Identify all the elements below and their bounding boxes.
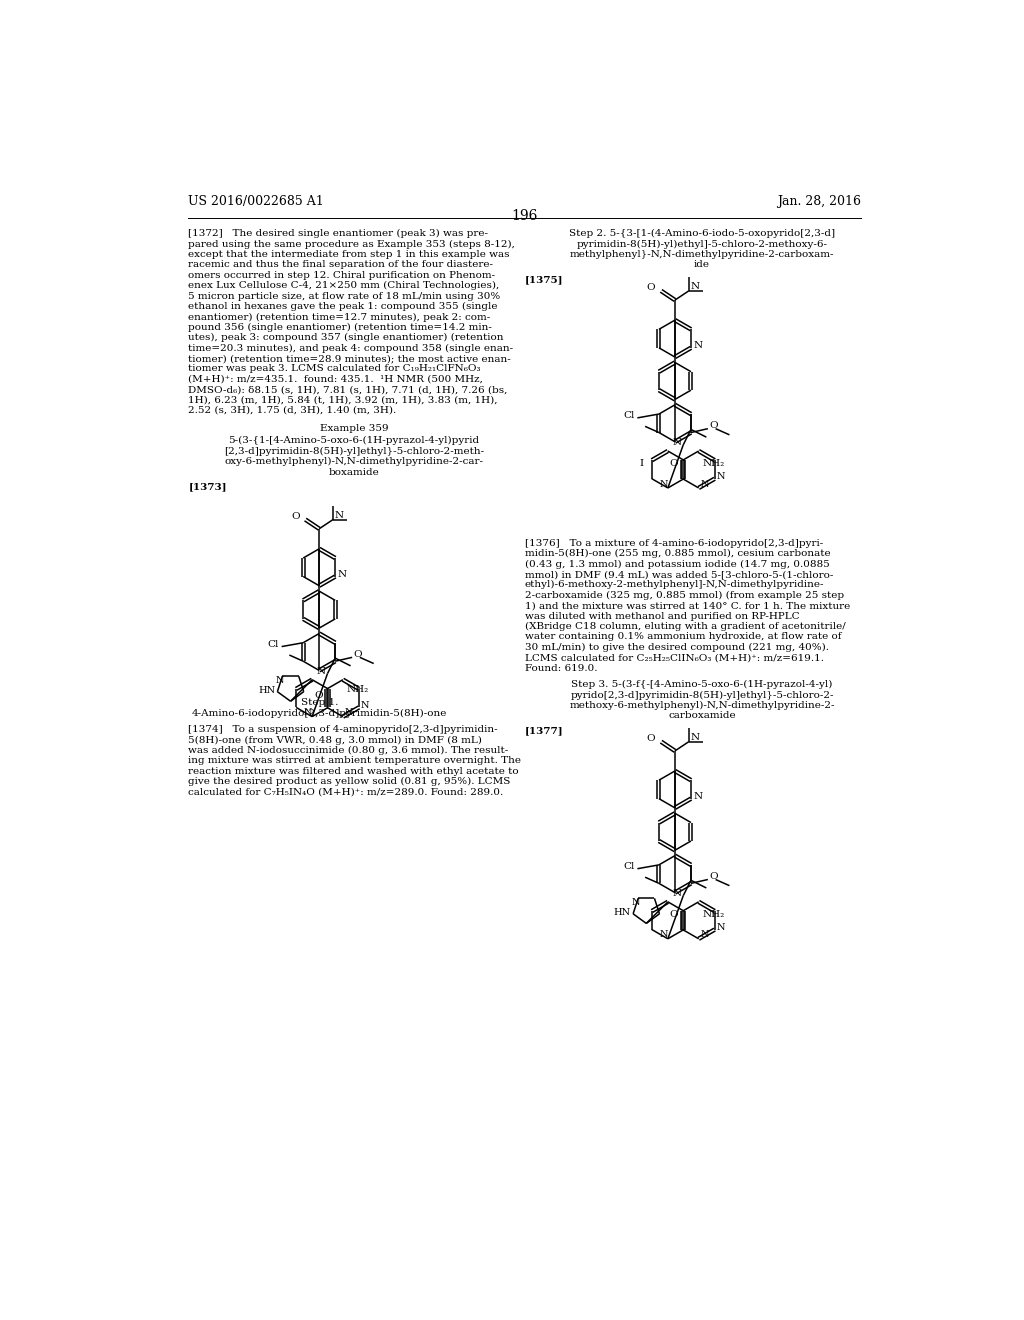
Text: O: O	[710, 421, 718, 430]
Text: Cl: Cl	[268, 640, 280, 648]
Text: carboxamide: carboxamide	[668, 711, 735, 721]
Text: racemic and thus the final separation of the four diastere-: racemic and thus the final separation of…	[188, 260, 494, 269]
Text: 5-(3-{1-[4-Amino-5-oxo-6-(1H-pyrazol-4-yl)pyrid: 5-(3-{1-[4-Amino-5-oxo-6-(1H-pyrazol-4-y…	[228, 437, 479, 445]
Text: [1372]   The desired single enantiomer (peak 3) was pre-: [1372] The desired single enantiomer (pe…	[188, 230, 488, 239]
Text: N: N	[673, 888, 682, 898]
Text: Step 2. 5-{3-[1-(4-Amino-6-iodo-5-oxopyrido[2,3-d]: Step 2. 5-{3-[1-(4-Amino-6-iodo-5-oxopyr…	[569, 230, 835, 239]
Text: 196: 196	[512, 209, 538, 223]
Text: give the desired product as yellow solid (0.81 g, 95%). LCMS: give the desired product as yellow solid…	[188, 777, 511, 787]
Text: O: O	[647, 734, 655, 743]
Text: methylphenyl}-N,N-dimethylpyridine-2-carboxam-: methylphenyl}-N,N-dimethylpyridine-2-car…	[569, 249, 835, 259]
Text: 30 mL/min) to give the desired compound (221 mg, 40%).: 30 mL/min) to give the desired compound …	[524, 643, 828, 652]
Text: 1) and the mixture was stirred at 140° C. for 1 h. The mixture: 1) and the mixture was stirred at 140° C…	[524, 601, 850, 610]
Text: HN: HN	[258, 685, 275, 694]
Text: 5(8H)-one (from VWR, 0.48 g, 3.0 mmol) in DMF (8 mL): 5(8H)-one (from VWR, 0.48 g, 3.0 mmol) i…	[188, 735, 482, 744]
Text: calculated for C₇H₅IN₄O (M+H)⁺: m/z=289.0. Found: 289.0.: calculated for C₇H₅IN₄O (M+H)⁺: m/z=289.…	[188, 788, 504, 796]
Text: (0.43 g, 1.3 mmol) and potassium iodide (14.7 mg, 0.0885: (0.43 g, 1.3 mmol) and potassium iodide …	[524, 560, 829, 569]
Text: N: N	[673, 438, 682, 447]
Text: [1375]: [1375]	[524, 276, 563, 284]
Text: Step 3. 5-(3-f{-[4-Amino-5-oxo-6-(1H-pyrazol-4-yl): Step 3. 5-(3-f{-[4-Amino-5-oxo-6-(1H-pyr…	[571, 680, 833, 689]
Text: utes), peak 3: compound 357 (single enantiomer) (retention: utes), peak 3: compound 357 (single enan…	[188, 333, 504, 342]
Text: oxy-6-methylphenyl)-N,N-dimethylpyridine-2-car-: oxy-6-methylphenyl)-N,N-dimethylpyridine…	[224, 457, 483, 466]
Text: N: N	[344, 709, 353, 717]
Text: Example 359: Example 359	[319, 424, 388, 433]
Text: pared using the same procedure as Example 353 (steps 8-12),: pared using the same procedure as Exampl…	[188, 240, 515, 248]
Text: N: N	[304, 709, 312, 717]
Text: [2,3-d]pyrimidin-8(5H)-yl]ethyl}-5-chloro-2-meth-: [2,3-d]pyrimidin-8(5H)-yl]ethyl}-5-chlor…	[224, 446, 484, 455]
Text: pyrido[2,3-d]pyrimidin-8(5H)-yl]ethyl}-5-chloro-2-: pyrido[2,3-d]pyrimidin-8(5H)-yl]ethyl}-5…	[570, 690, 834, 700]
Text: Step 1.: Step 1.	[300, 698, 338, 708]
Text: Cl: Cl	[624, 411, 635, 420]
Text: was diluted with methanol and purified on RP-HPLC: was diluted with methanol and purified o…	[524, 611, 800, 620]
Text: O: O	[291, 512, 300, 521]
Text: (M+H)⁺: m/z=435.1.  found: 435.1.  ¹H NMR (500 MHz,: (M+H)⁺: m/z=435.1. found: 435.1. ¹H NMR …	[188, 375, 483, 384]
Text: N: N	[716, 923, 725, 932]
Text: N: N	[659, 479, 669, 488]
Text: [1377]: [1377]	[524, 726, 563, 735]
Text: O: O	[314, 692, 323, 701]
Text: 1H), 6.23 (m, 1H), 5.84 (t, 1H), 3.92 (m, 1H), 3.83 (m, 1H),: 1H), 6.23 (m, 1H), 5.84 (t, 1H), 3.92 (m…	[188, 396, 498, 404]
Text: DMSO-d₆): δ8.15 (s, 1H), 7.81 (s, 1H), 7.71 (d, 1H), 7.26 (bs,: DMSO-d₆): δ8.15 (s, 1H), 7.81 (s, 1H), 7…	[188, 385, 508, 395]
Text: ethyl)-6-methoxy-2-methylphenyl]-N,N-dimethylpyridine-: ethyl)-6-methoxy-2-methylphenyl]-N,N-dim…	[524, 581, 824, 590]
Text: methoxy-6-methylphenyl)-N,N-dimethylpyridine-2-: methoxy-6-methylphenyl)-N,N-dimethylpyri…	[569, 701, 835, 710]
Text: midin-5(8H)-one (255 mg, 0.885 mmol), cesium carbonate: midin-5(8H)-one (255 mg, 0.885 mmol), ce…	[524, 549, 830, 558]
Text: Cl: Cl	[624, 862, 635, 871]
Text: water containing 0.1% ammonium hydroxide, at flow rate of: water containing 0.1% ammonium hydroxide…	[524, 632, 842, 642]
Text: tiomer was peak 3. LCMS calculated for C₁₉H₂₁ClFN₆O₃: tiomer was peak 3. LCMS calculated for C…	[188, 364, 481, 374]
Text: pound 356 (single enantiomer) (retention time=14.2 min-: pound 356 (single enantiomer) (retention…	[188, 323, 493, 331]
Text: enex Lux Cellulose C-4, 21×250 mm (Chiral Technologies),: enex Lux Cellulose C-4, 21×250 mm (Chira…	[188, 281, 500, 290]
Text: O: O	[670, 909, 678, 919]
Text: omers occurred in step 12. Chiral purification on Phenom-: omers occurred in step 12. Chiral purifi…	[188, 271, 496, 280]
Text: US 2016/0022685 A1: US 2016/0022685 A1	[188, 195, 324, 209]
Text: N: N	[659, 931, 669, 940]
Text: N: N	[632, 898, 640, 907]
Text: NH₂: NH₂	[702, 459, 725, 467]
Text: (XBridge C18 column, eluting with a gradient of acetonitrile/: (XBridge C18 column, eluting with a grad…	[524, 622, 846, 631]
Text: LCMS calculated for C₂₅H₂₅ClIN₆O₃ (M+H)⁺: m/z=619.1.: LCMS calculated for C₂₅H₂₅ClIN₆O₃ (M+H)⁺…	[524, 653, 823, 663]
Text: N: N	[690, 734, 699, 742]
Text: [1376]   To a mixture of 4-amino-6-iodopyrido[2,3-d]pyri-: [1376] To a mixture of 4-amino-6-iodopyr…	[524, 539, 823, 548]
Text: N: N	[716, 473, 725, 480]
Text: O: O	[647, 284, 655, 292]
Text: NH₂: NH₂	[702, 909, 725, 919]
Text: HN: HN	[613, 908, 631, 917]
Text: N: N	[335, 511, 344, 520]
Text: time=20.3 minutes), and peak 4: compound 358 (single enan-: time=20.3 minutes), and peak 4: compound…	[188, 343, 513, 352]
Text: [1373]: [1373]	[188, 483, 226, 491]
Text: boxamide: boxamide	[329, 467, 379, 477]
Text: I: I	[639, 459, 643, 467]
Text: tiomer) (retention time=28.9 minutes); the most active enan-: tiomer) (retention time=28.9 minutes); t…	[188, 354, 511, 363]
Text: mmol) in DMF (9.4 mL) was added 5-[3-chloro-5-(1-chloro-: mmol) in DMF (9.4 mL) was added 5-[3-chl…	[524, 570, 834, 579]
Text: Jan. 28, 2016: Jan. 28, 2016	[777, 195, 861, 209]
Text: N: N	[360, 701, 369, 710]
Text: 2-carboxamide (325 mg, 0.885 mmol) (from example 25 step: 2-carboxamide (325 mg, 0.885 mmol) (from…	[524, 591, 844, 599]
Text: O: O	[710, 873, 718, 880]
Text: pyrimidin-8(5H)-yl)ethyl]-5-chloro-2-methoxy-6-: pyrimidin-8(5H)-yl)ethyl]-5-chloro-2-met…	[577, 240, 827, 248]
Text: N: N	[700, 931, 709, 940]
Text: 2.52 (s, 3H), 1.75 (d, 3H), 1.40 (m, 3H).: 2.52 (s, 3H), 1.75 (d, 3H), 1.40 (m, 3H)…	[188, 407, 396, 414]
Text: N: N	[693, 792, 702, 801]
Text: except that the intermediate from step 1 in this example was: except that the intermediate from step 1…	[188, 249, 510, 259]
Text: ide: ide	[694, 260, 710, 269]
Text: N: N	[700, 479, 709, 488]
Text: NH₂: NH₂	[347, 685, 369, 694]
Text: N: N	[693, 341, 702, 350]
Text: [1374]   To a suspension of 4-aminopyrido[2,3-d]pyrimidin-: [1374] To a suspension of 4-aminopyrido[…	[188, 725, 498, 734]
Text: N: N	[316, 667, 326, 676]
Text: ethanol in hexanes gave the peak 1: compound 355 (single: ethanol in hexanes gave the peak 1: comp…	[188, 302, 498, 312]
Text: reaction mixture was filtered and washed with ethyl acetate to: reaction mixture was filtered and washed…	[188, 767, 519, 776]
Text: 5 micron particle size, at flow rate of 18 mL/min using 30%: 5 micron particle size, at flow rate of …	[188, 292, 501, 301]
Text: N: N	[275, 676, 285, 685]
Text: O: O	[670, 459, 678, 467]
Text: ing mixture was stirred at ambient temperature overnight. The: ing mixture was stirred at ambient tempe…	[188, 756, 521, 766]
Text: N: N	[338, 570, 347, 578]
Text: was added N-iodosuccinimide (0.80 g, 3.6 mmol). The result-: was added N-iodosuccinimide (0.80 g, 3.6…	[188, 746, 509, 755]
Text: N: N	[690, 282, 699, 292]
Text: enantiomer) (retention time=12.7 minutes), peak 2: com-: enantiomer) (retention time=12.7 minutes…	[188, 313, 490, 322]
Text: 4-Amino-6-iodopyrido[2,3-d]pyrimidin-5(8H)-one: 4-Amino-6-iodopyrido[2,3-d]pyrimidin-5(8…	[191, 709, 446, 718]
Text: O: O	[353, 649, 362, 659]
Text: Found: 619.0.: Found: 619.0.	[524, 664, 597, 672]
